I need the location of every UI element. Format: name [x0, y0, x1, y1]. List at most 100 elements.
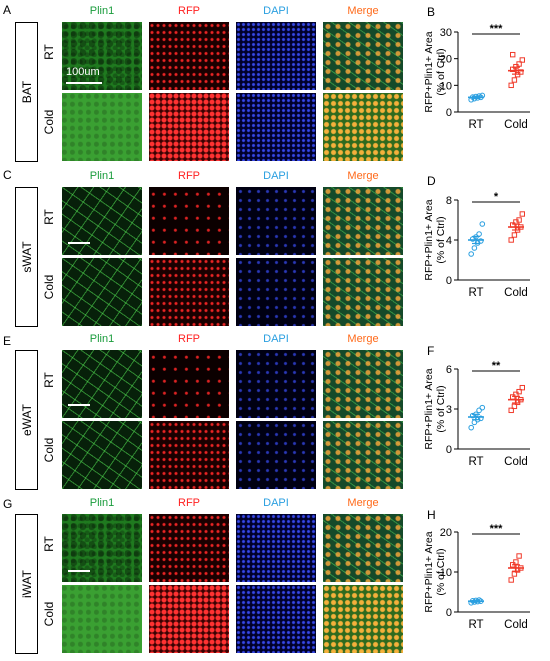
- x-category-label: Cold: [504, 119, 528, 131]
- data-point-cold: [508, 577, 514, 583]
- y-tick-label: 6: [446, 364, 452, 376]
- micrograph-swat-cold-rfp: [149, 258, 229, 326]
- condition-cold-a: Cold: [42, 109, 56, 135]
- condition-rt-c: RT: [42, 209, 56, 225]
- panel-letter-d: D: [427, 174, 436, 188]
- significance-label: ***: [490, 523, 504, 535]
- scale-bar-label: 100um: [66, 66, 100, 78]
- condition-rt-e: RT: [42, 372, 56, 388]
- data-point-cold: [519, 211, 525, 217]
- y-tick-label: 30: [440, 27, 452, 39]
- data-point-cold: [519, 57, 525, 63]
- scale-bar-g: [68, 570, 90, 572]
- x-category-label: Cold: [504, 287, 528, 299]
- micrograph-bat-cold-dapi: [236, 93, 316, 161]
- micrograph-bat-rt-plin1: [62, 22, 142, 90]
- data-point-cold: [519, 384, 525, 391]
- micrograph-ewat-cold-plin1: [62, 421, 142, 489]
- y-tick-label: 0: [446, 275, 452, 287]
- micrograph-bat-rt-merge: [323, 22, 403, 90]
- micrograph-iwat-cold-plin1: [62, 585, 142, 653]
- y-tick-label: 8: [446, 195, 452, 207]
- micrograph-iwat-cold-merge: [323, 585, 403, 653]
- data-point-cold: [518, 69, 524, 75]
- y-tick-label: 20: [440, 54, 452, 66]
- condition-cold-e: Cold: [42, 437, 56, 463]
- col-label-dapi-e: DAPI: [263, 333, 289, 345]
- micrograph-swat-rt-plin1: [62, 187, 142, 255]
- x-category-label: RT: [468, 119, 483, 131]
- micrograph-swat-rt-dapi: [236, 187, 316, 255]
- col-label-rfp-a: RFP: [178, 5, 200, 17]
- scale-bar-c: [68, 242, 90, 244]
- data-point-cold: [516, 553, 522, 559]
- col-label-merge-e: Merge: [347, 333, 379, 345]
- data-point-cold: [508, 407, 514, 414]
- col-label-dapi-c: DAPI: [263, 170, 289, 182]
- col-label-rfp-c: RFP: [178, 170, 200, 182]
- data-point-cold: [513, 559, 519, 565]
- micrograph-swat-rt-merge: [323, 187, 403, 255]
- y-tick-label: 10: [440, 80, 452, 92]
- col-label-plin1-a: Plin1: [89, 5, 115, 17]
- x-category-label: RT: [468, 456, 483, 468]
- data-point-rt: [476, 231, 482, 237]
- panel-letter-c: C: [3, 168, 12, 182]
- condition-rt-a: RT: [42, 44, 56, 60]
- data-point-cold: [516, 61, 522, 67]
- x-category-label: RT: [468, 619, 483, 631]
- col-label-merge-g: Merge: [347, 497, 379, 509]
- condition-rt-g: RT: [42, 536, 56, 552]
- y-tick-label: 20: [440, 527, 452, 539]
- condition-cold-g: Cold: [42, 601, 56, 627]
- col-label-dapi-g: DAPI: [263, 497, 289, 509]
- tissue-label-iwat: iWAT: [15, 514, 38, 654]
- panel-letter-g: G: [3, 497, 13, 511]
- col-label-plin1-e: Plin1: [89, 333, 115, 345]
- micrograph-ewat-rt-merge: [323, 350, 403, 418]
- col-label-merge-c: Merge: [347, 170, 379, 182]
- data-point-cold: [508, 237, 514, 243]
- panel-letter-e: E: [3, 334, 12, 348]
- data-point-rt: [468, 424, 475, 431]
- chart-b-scatter: RFP+Plin1+ Area(% of Ctrl)0 10 20 30 RT Cold *…: [423, 23, 530, 131]
- data-point-cold: [511, 403, 518, 410]
- micrograph-ewat-cold-rfp: [149, 421, 229, 489]
- y-axis-label: RFP+Plin1+ Area(% of Ctrl): [423, 531, 447, 612]
- panel-letter-f: F: [427, 344, 435, 358]
- x-category-label: Cold: [504, 456, 528, 468]
- micrograph-iwat-cold-rfp: [149, 585, 229, 653]
- col-label-plin1-c: Plin1: [89, 170, 115, 182]
- data-point-cold: [511, 232, 518, 238]
- y-axis-label: RFP+Plin1+ Area(% of Ctrl): [423, 31, 447, 112]
- tissue-label-bat: BAT: [15, 22, 38, 162]
- y-axis-label: RFP+Plin1+ Area(% of Ctrl): [423, 199, 447, 280]
- micrograph-iwat-rt-dapi: [236, 514, 316, 582]
- micrograph-bat-cold-rfp: [149, 93, 229, 161]
- col-label-merge-a: Merge: [347, 5, 379, 17]
- col-label-rfp-e: RFP: [178, 333, 200, 345]
- scale-bar-e: [68, 404, 90, 406]
- micrograph-ewat-rt-dapi: [236, 350, 316, 418]
- significance-label: **: [492, 360, 501, 372]
- data-point-cold: [508, 82, 514, 89]
- micrograph-bat-rt-dapi: [236, 22, 316, 90]
- panel-letter-a: A: [3, 3, 12, 17]
- micrograph-swat-cold-plin1: [62, 258, 142, 326]
- y-tick-label: 0: [446, 444, 452, 456]
- micrograph-swat-cold-merge: [323, 258, 403, 326]
- col-label-dapi-a: DAPI: [263, 5, 289, 17]
- micrograph-ewat-rt-rfp: [149, 350, 229, 418]
- data-point-cold: [511, 77, 518, 83]
- scale-bar-a: [66, 82, 102, 84]
- panel-letter-h: H: [427, 508, 436, 522]
- micrograph-iwat-rt-rfp: [149, 514, 229, 582]
- data-point-cold: [510, 51, 516, 58]
- data-point-rt: [478, 238, 484, 244]
- micrograph-ewat-cold-merge: [323, 421, 403, 489]
- significance-label: ***: [490, 23, 504, 35]
- data-point-rt: [468, 251, 475, 257]
- chart-f-scatter: RFP+Plin1+ Area(% of Ctrl)0 3 6 RT Cold **: [423, 360, 530, 468]
- micrograph-ewat-rt-plin1: [62, 350, 142, 418]
- data-point-rt: [478, 415, 484, 422]
